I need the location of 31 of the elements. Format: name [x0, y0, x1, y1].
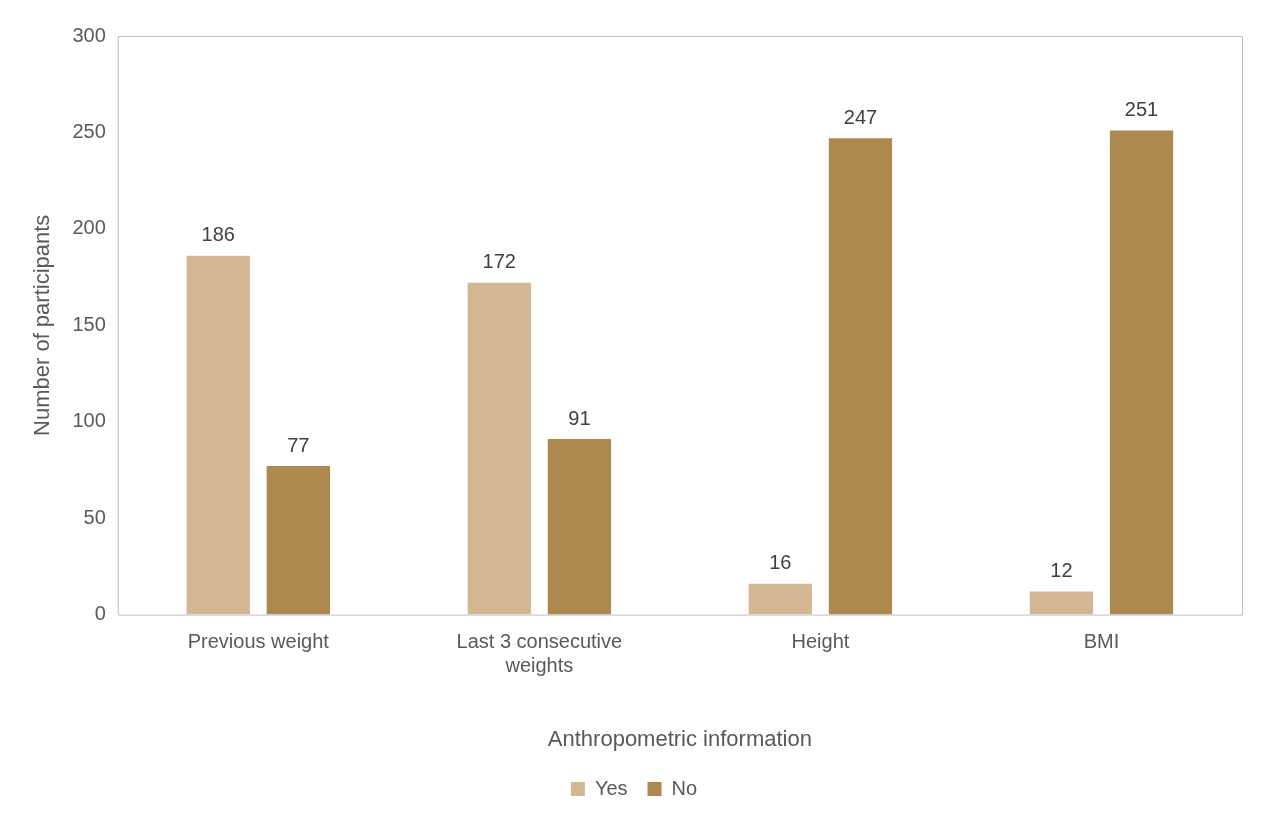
data-label: 16	[769, 551, 792, 574]
y-tick-label: 250	[72, 119, 106, 142]
y-tick-label: 150	[72, 312, 106, 335]
bar	[467, 282, 531, 615]
y-tick-label: 300	[72, 23, 106, 46]
bar	[547, 439, 612, 615]
y-axis-title: Number of participants	[29, 214, 55, 436]
data-label: 251	[1124, 98, 1159, 121]
data-label: 186	[201, 223, 235, 246]
bar	[1029, 591, 1094, 615]
bar	[186, 255, 250, 615]
y-tick-label: 100	[72, 409, 106, 432]
data-label: 172	[482, 250, 516, 273]
x-tick-label: Previous weight	[187, 630, 330, 653]
bar	[748, 583, 812, 615]
x-axis-title: Anthropometric information	[547, 725, 812, 751]
bar	[828, 138, 893, 615]
data-label: 12	[1050, 558, 1073, 581]
x-tick-label: Height	[791, 630, 850, 653]
x-tick-label: BMI	[1083, 630, 1120, 653]
legend-label: Yes	[594, 776, 628, 799]
bar	[266, 466, 330, 615]
y-tick-label: 0	[94, 602, 106, 625]
y-tick-label: 50	[83, 505, 106, 528]
bar	[1109, 130, 1174, 615]
legend-label: No	[671, 776, 698, 799]
data-label: 91	[568, 406, 591, 429]
data-label: 247	[843, 105, 878, 128]
y-tick-label: 200	[72, 216, 106, 239]
x-tick-label: Last 3 consecutive weights	[456, 630, 623, 677]
data-label: 77	[287, 433, 310, 456]
